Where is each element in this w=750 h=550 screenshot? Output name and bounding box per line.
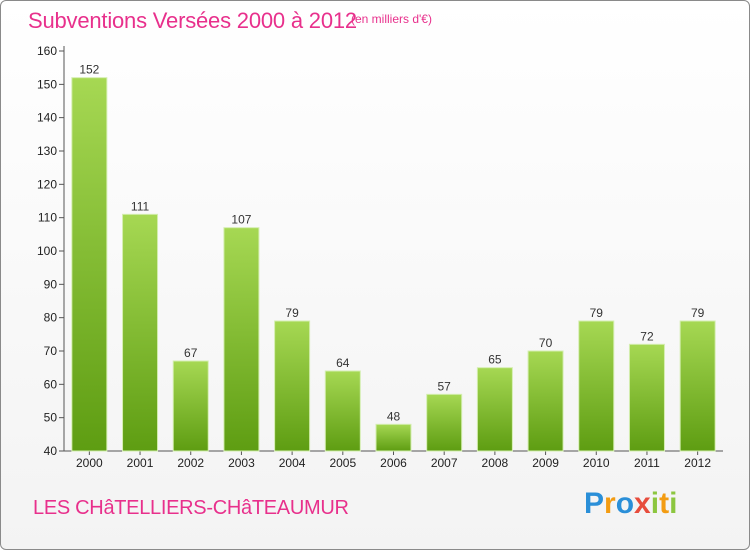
data-label: 67: [184, 346, 198, 360]
x-tick-label: 2004: [279, 456, 306, 470]
bar-2011: [628, 343, 665, 452]
y-tick-label: 50: [44, 411, 58, 425]
bar-2002: [172, 360, 209, 452]
data-label: 48: [387, 409, 401, 423]
x-tick-label: 2011: [634, 456, 660, 470]
bar-2010: [578, 320, 615, 452]
commune-name: LES CHâTELLIERS-CHâTEAUMUR: [33, 497, 349, 519]
y-tick-label: 90: [44, 277, 58, 291]
logo-letter: P: [584, 487, 605, 520]
x-tick-label: 2002: [177, 456, 204, 470]
bar-2001: [122, 213, 159, 452]
data-label: 65: [488, 353, 502, 367]
chart-bars: [71, 77, 716, 452]
x-tick-label: 2010: [583, 456, 610, 470]
data-label: 111: [131, 199, 150, 213]
x-tick-label: 2001: [127, 456, 154, 470]
x-tick-label: 2009: [532, 456, 559, 470]
bar-2004: [274, 320, 311, 452]
bar-2009: [527, 350, 564, 452]
logo-letter: o: [615, 487, 635, 520]
x-tick-label: 2008: [482, 456, 509, 470]
y-tick-label: 70: [44, 344, 58, 358]
y-tick-label: 160: [37, 44, 57, 58]
logo-letter: i: [650, 487, 660, 520]
data-label: 79: [590, 306, 604, 320]
y-tick-label: 40: [44, 444, 58, 458]
y-tick-label: 60: [44, 377, 58, 391]
logo-letter: i: [669, 487, 678, 520]
data-label: 72: [640, 329, 654, 343]
y-tick-label: 80: [44, 311, 58, 325]
logo-letter: t: [659, 487, 670, 520]
x-tick-label: 2006: [380, 456, 407, 470]
bar-2007: [426, 393, 463, 452]
data-label: 64: [336, 356, 350, 370]
proxiti-logo: Proxiti: [584, 487, 677, 521]
y-tick-label: 110: [38, 211, 57, 225]
data-label: 70: [539, 336, 553, 350]
logo-letter: x: [634, 487, 651, 520]
bar-2008: [476, 367, 513, 452]
x-tick-label: 2003: [228, 456, 255, 470]
y-tick-label: 150: [37, 77, 57, 91]
logo-letter: r: [604, 487, 616, 520]
bar-2005: [324, 370, 361, 452]
bar-2006: [375, 423, 412, 452]
x-tick-label: 2012: [684, 456, 711, 470]
data-label: 152: [79, 63, 99, 77]
bar-2012: [679, 320, 716, 452]
chart-unit: (en milliers d'€): [351, 12, 432, 26]
x-tick-label: 2005: [329, 456, 356, 470]
y-tick-label: 130: [37, 144, 57, 158]
bar-2003: [223, 227, 260, 452]
y-tick-label: 100: [37, 244, 57, 258]
data-label: 57: [438, 379, 452, 393]
x-tick-label: 2000: [76, 456, 103, 470]
data-label: 79: [691, 306, 705, 320]
bar-2000: [71, 77, 108, 452]
chart-title: Subventions Versées 2000 à 2012: [28, 8, 357, 33]
data-label: 79: [285, 306, 299, 320]
x-tick-label: 2007: [431, 456, 458, 470]
y-tick-label: 120: [37, 177, 57, 191]
data-label: 107: [231, 213, 251, 227]
chart-labels: 152 2000 111 2001 67 2002 107 2003 79 2004 64 2005 4…: [76, 63, 711, 470]
y-tick-label: 140: [37, 111, 57, 125]
